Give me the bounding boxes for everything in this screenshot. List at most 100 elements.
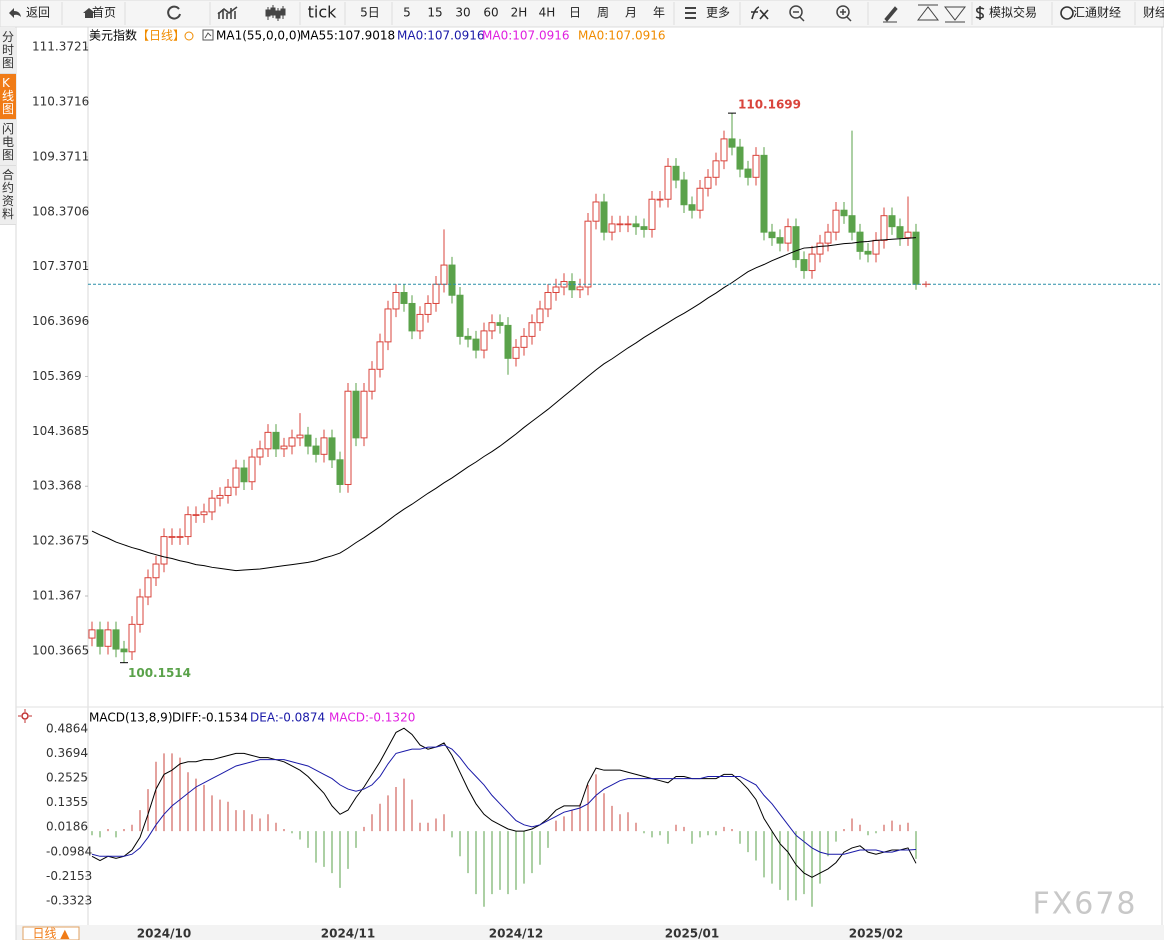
candle-body bbox=[112, 629, 120, 650]
toolbar-button[interactable]: 年 bbox=[653, 6, 665, 20]
toolbar-button[interactable]: 15 bbox=[427, 6, 442, 20]
toolbar bbox=[0, 0, 1164, 28]
candle-body bbox=[744, 168, 752, 178]
candle-body bbox=[336, 459, 344, 485]
triangle-down-icon[interactable] bbox=[943, 6, 967, 23]
candle-body bbox=[464, 335, 472, 340]
y-tick-label: -0.2153 bbox=[46, 869, 92, 883]
toolbar-button[interactable]: 周 bbox=[597, 6, 609, 20]
candle-body bbox=[280, 445, 288, 450]
candle-body bbox=[240, 467, 248, 483]
y-tick-label: 103.368 bbox=[32, 479, 82, 493]
toolbar-button[interactable]: 30 bbox=[455, 6, 470, 20]
candle-body bbox=[264, 431, 272, 450]
candle-body bbox=[824, 231, 832, 244]
toolbar-button[interactable]: 返回 bbox=[26, 6, 50, 20]
y-tick-label: -0.0984 bbox=[46, 844, 92, 858]
macd-line bbox=[91, 744, 917, 857]
candle-body bbox=[384, 308, 392, 343]
legend-item: MA0:107.0916 bbox=[482, 29, 570, 43]
y-tick-label: 101.367 bbox=[32, 589, 82, 603]
triangle-up-icon[interactable] bbox=[916, 4, 940, 21]
candle-body bbox=[616, 223, 624, 226]
toolbar-button[interactable]: 首页 bbox=[92, 6, 116, 20]
watermark: FX678 bbox=[1032, 887, 1137, 922]
candle-body bbox=[248, 456, 256, 483]
toolbar-button[interactable]: 2H bbox=[511, 6, 528, 20]
candle-body bbox=[536, 308, 544, 324]
sidebar: 分时图 K线图 闪电图 合约资料 bbox=[0, 28, 16, 225]
zoom-out-icon[interactable] bbox=[789, 5, 803, 19]
toolbar-button[interactable]: 模拟交易 bbox=[989, 5, 1037, 20]
candle-body bbox=[216, 494, 224, 499]
candle-body bbox=[168, 536, 176, 538]
candle-icon[interactable] bbox=[265, 5, 286, 21]
toolbar-button[interactable]: tick bbox=[308, 3, 338, 22]
candle-body bbox=[792, 226, 800, 261]
toolbar-button[interactable]: 5日 bbox=[360, 6, 380, 20]
home-icon[interactable] bbox=[83, 8, 95, 18]
more-icon[interactable] bbox=[685, 7, 696, 19]
candle-body bbox=[104, 629, 112, 647]
candle-body bbox=[480, 330, 488, 351]
candle-body bbox=[720, 138, 728, 162]
candle-body bbox=[400, 291, 408, 304]
candle-body bbox=[688, 204, 696, 211]
candle-body bbox=[200, 511, 208, 516]
candle-body bbox=[128, 623, 136, 653]
pen-icon[interactable] bbox=[883, 6, 898, 23]
period-button-box[interactable] bbox=[22, 926, 80, 940]
candle-body bbox=[360, 390, 368, 439]
toolbar-button[interactable]: 更多 bbox=[706, 6, 730, 20]
toolbar-button[interactable]: 财经 bbox=[1143, 6, 1164, 20]
candle-body bbox=[472, 338, 480, 351]
candle-body bbox=[640, 226, 648, 230]
toolbar-button[interactable]: 4H bbox=[539, 6, 556, 20]
line-chart-icon[interactable] bbox=[217, 6, 238, 19]
candle-body bbox=[568, 281, 576, 291]
candle-body bbox=[376, 341, 384, 370]
fx-icon[interactable] bbox=[751, 6, 769, 20]
candle-body bbox=[88, 629, 96, 639]
indicator-icon[interactable] bbox=[202, 29, 214, 41]
candle-body bbox=[320, 437, 328, 455]
toolbar-button[interactable]: 月 bbox=[625, 6, 637, 20]
candle-body bbox=[896, 226, 904, 239]
toolbar-button[interactable]: 5 bbox=[403, 6, 411, 20]
refresh-icon[interactable] bbox=[167, 5, 181, 20]
y-tick-label: 100.3665 bbox=[32, 643, 89, 657]
zoom-in-icon[interactable] bbox=[836, 5, 850, 19]
candle-body bbox=[656, 198, 664, 201]
toolbar-button[interactable]: 60 bbox=[483, 6, 498, 20]
candle-body bbox=[288, 437, 296, 447]
candle-body bbox=[904, 231, 912, 239]
y-tick-label: 106.3696 bbox=[32, 314, 89, 328]
legend-item: DEA:-0.0874 bbox=[250, 711, 325, 725]
zoom-in-glyph bbox=[840, 9, 852, 22]
period-button[interactable]: 日线 ▲ bbox=[32, 927, 70, 940]
chart-title: 美元指数 bbox=[89, 28, 137, 43]
sidebar-tab[interactable]: K线图 bbox=[0, 74, 16, 120]
candle-body bbox=[96, 629, 104, 647]
candle-body bbox=[424, 302, 432, 315]
candle-body bbox=[776, 237, 784, 244]
sidebar-tab[interactable]: 分时图 bbox=[0, 28, 16, 74]
news-icon[interactable] bbox=[1060, 6, 1074, 20]
add-icon[interactable] bbox=[184, 31, 194, 41]
back-icon[interactable] bbox=[9, 8, 21, 18]
toolbar-button[interactable]: 汇通财经 bbox=[1073, 6, 1121, 20]
candle-body bbox=[256, 448, 264, 458]
toolbar-button[interactable]: 日 bbox=[569, 6, 581, 20]
macd-settings-icon[interactable] bbox=[21, 712, 29, 720]
macd-line bbox=[91, 727, 917, 878]
candle-body bbox=[592, 201, 600, 222]
dollar-icon[interactable] bbox=[975, 6, 985, 20]
sidebar-tab[interactable]: 合约资料 bbox=[0, 166, 16, 225]
candle-body bbox=[488, 322, 496, 332]
chart-period: 【日线】 bbox=[137, 29, 185, 43]
candle-body bbox=[192, 514, 200, 516]
candle-body bbox=[664, 165, 672, 200]
candle-body bbox=[160, 536, 168, 565]
sidebar-tab[interactable]: 闪电图 bbox=[0, 120, 16, 166]
